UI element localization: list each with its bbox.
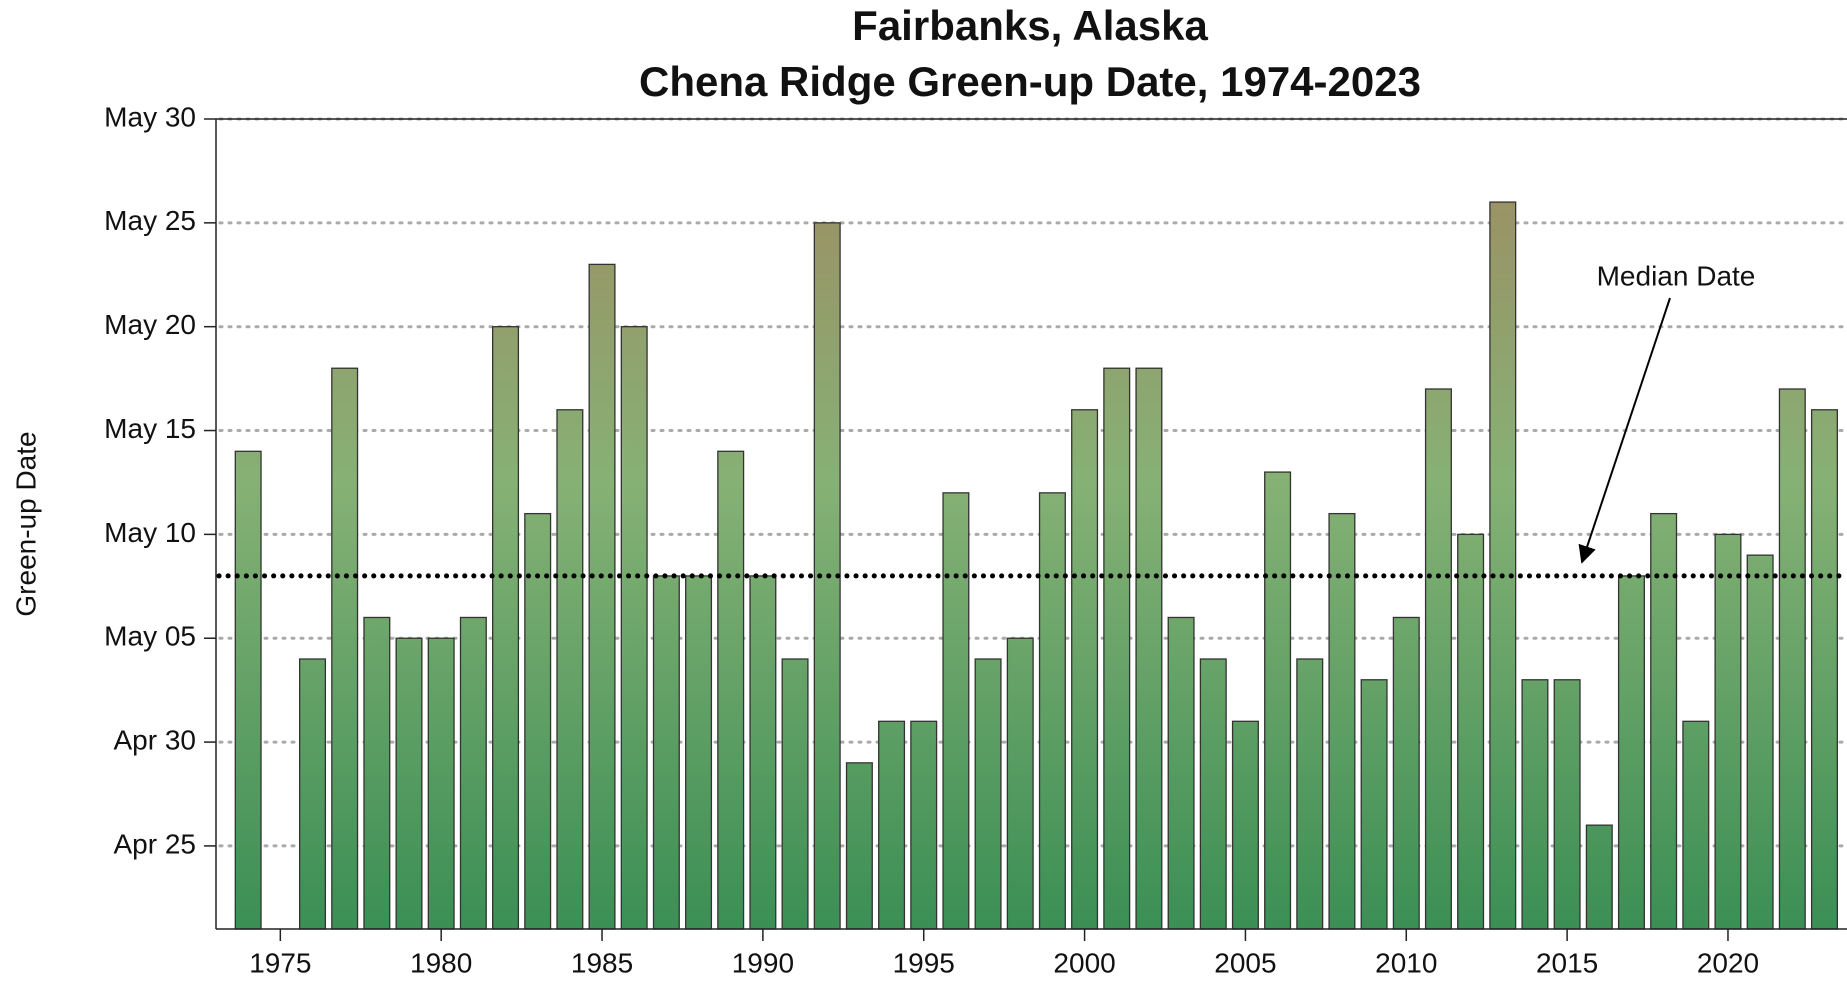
bar (427, 637, 455, 930)
x-tick-label: 2020 (1697, 947, 1759, 978)
bar (620, 326, 648, 930)
bar (556, 409, 584, 930)
bar (1585, 824, 1613, 930)
chart-title: Fairbanks, Alaska (852, 2, 1208, 49)
y-tick-label: May 10 (104, 517, 196, 548)
y-tick-label: May 15 (104, 413, 196, 444)
bar (749, 575, 777, 930)
bar (685, 575, 713, 930)
x-tick-label: 1985 (571, 947, 633, 978)
bar (1167, 616, 1195, 930)
bar (1424, 388, 1452, 930)
bar (1810, 409, 1838, 930)
bar (878, 720, 906, 930)
bar (1682, 720, 1710, 930)
y-tick-label: Apr 30 (114, 724, 197, 755)
bar (781, 658, 809, 930)
y-tick-label: May 25 (104, 205, 196, 236)
bar (845, 762, 873, 930)
bar (1489, 201, 1517, 930)
bar (1553, 679, 1581, 930)
bar (1296, 658, 1324, 930)
bar (1328, 512, 1356, 930)
bar (1617, 575, 1645, 930)
bar (1392, 616, 1420, 930)
x-tick-label: 2010 (1375, 947, 1437, 978)
y-tick-label: May 30 (104, 101, 196, 132)
chart-title: Chena Ridge Green-up Date, 1974-2023 (639, 58, 1421, 105)
annotation: Median Date (1597, 260, 1756, 291)
bar (1264, 471, 1292, 930)
bar (1746, 554, 1774, 930)
bar (1071, 409, 1099, 930)
y-tick-label: May 20 (104, 309, 196, 340)
bar (492, 326, 520, 930)
bar (1521, 679, 1549, 930)
x-tick-label: 1995 (893, 947, 955, 978)
bar (459, 616, 487, 930)
bar (1038, 492, 1066, 930)
bar (1360, 679, 1388, 930)
x-tick-label: 1975 (249, 947, 311, 978)
bar (363, 616, 391, 930)
annotation-arrow (1578, 297, 1671, 564)
y-tick-label: Apr 25 (114, 828, 197, 859)
bar (298, 658, 327, 930)
x-tick-label: 1990 (732, 947, 794, 978)
bar (234, 450, 262, 930)
x-tick-label: 1980 (410, 947, 472, 978)
bar (395, 637, 423, 930)
bar (910, 720, 938, 930)
y-tick-label: May 05 (104, 621, 196, 652)
bar (974, 658, 1002, 930)
x-tick-label: 2005 (1214, 947, 1276, 978)
bar (1457, 533, 1485, 930)
bar (652, 575, 680, 930)
bar (942, 492, 970, 930)
x-tick-label: 2000 (1053, 947, 1115, 978)
bar (1714, 533, 1742, 930)
bar (1778, 388, 1806, 930)
bar (331, 367, 359, 930)
bar (588, 263, 616, 930)
bar (1135, 367, 1163, 930)
y-axis-label: Green-up Date (10, 431, 41, 616)
bar (1199, 658, 1227, 930)
bar (1006, 637, 1034, 930)
bar (1231, 720, 1259, 930)
x-tick-label: 2015 (1536, 947, 1598, 978)
bar (717, 450, 745, 930)
bar (1103, 367, 1131, 930)
